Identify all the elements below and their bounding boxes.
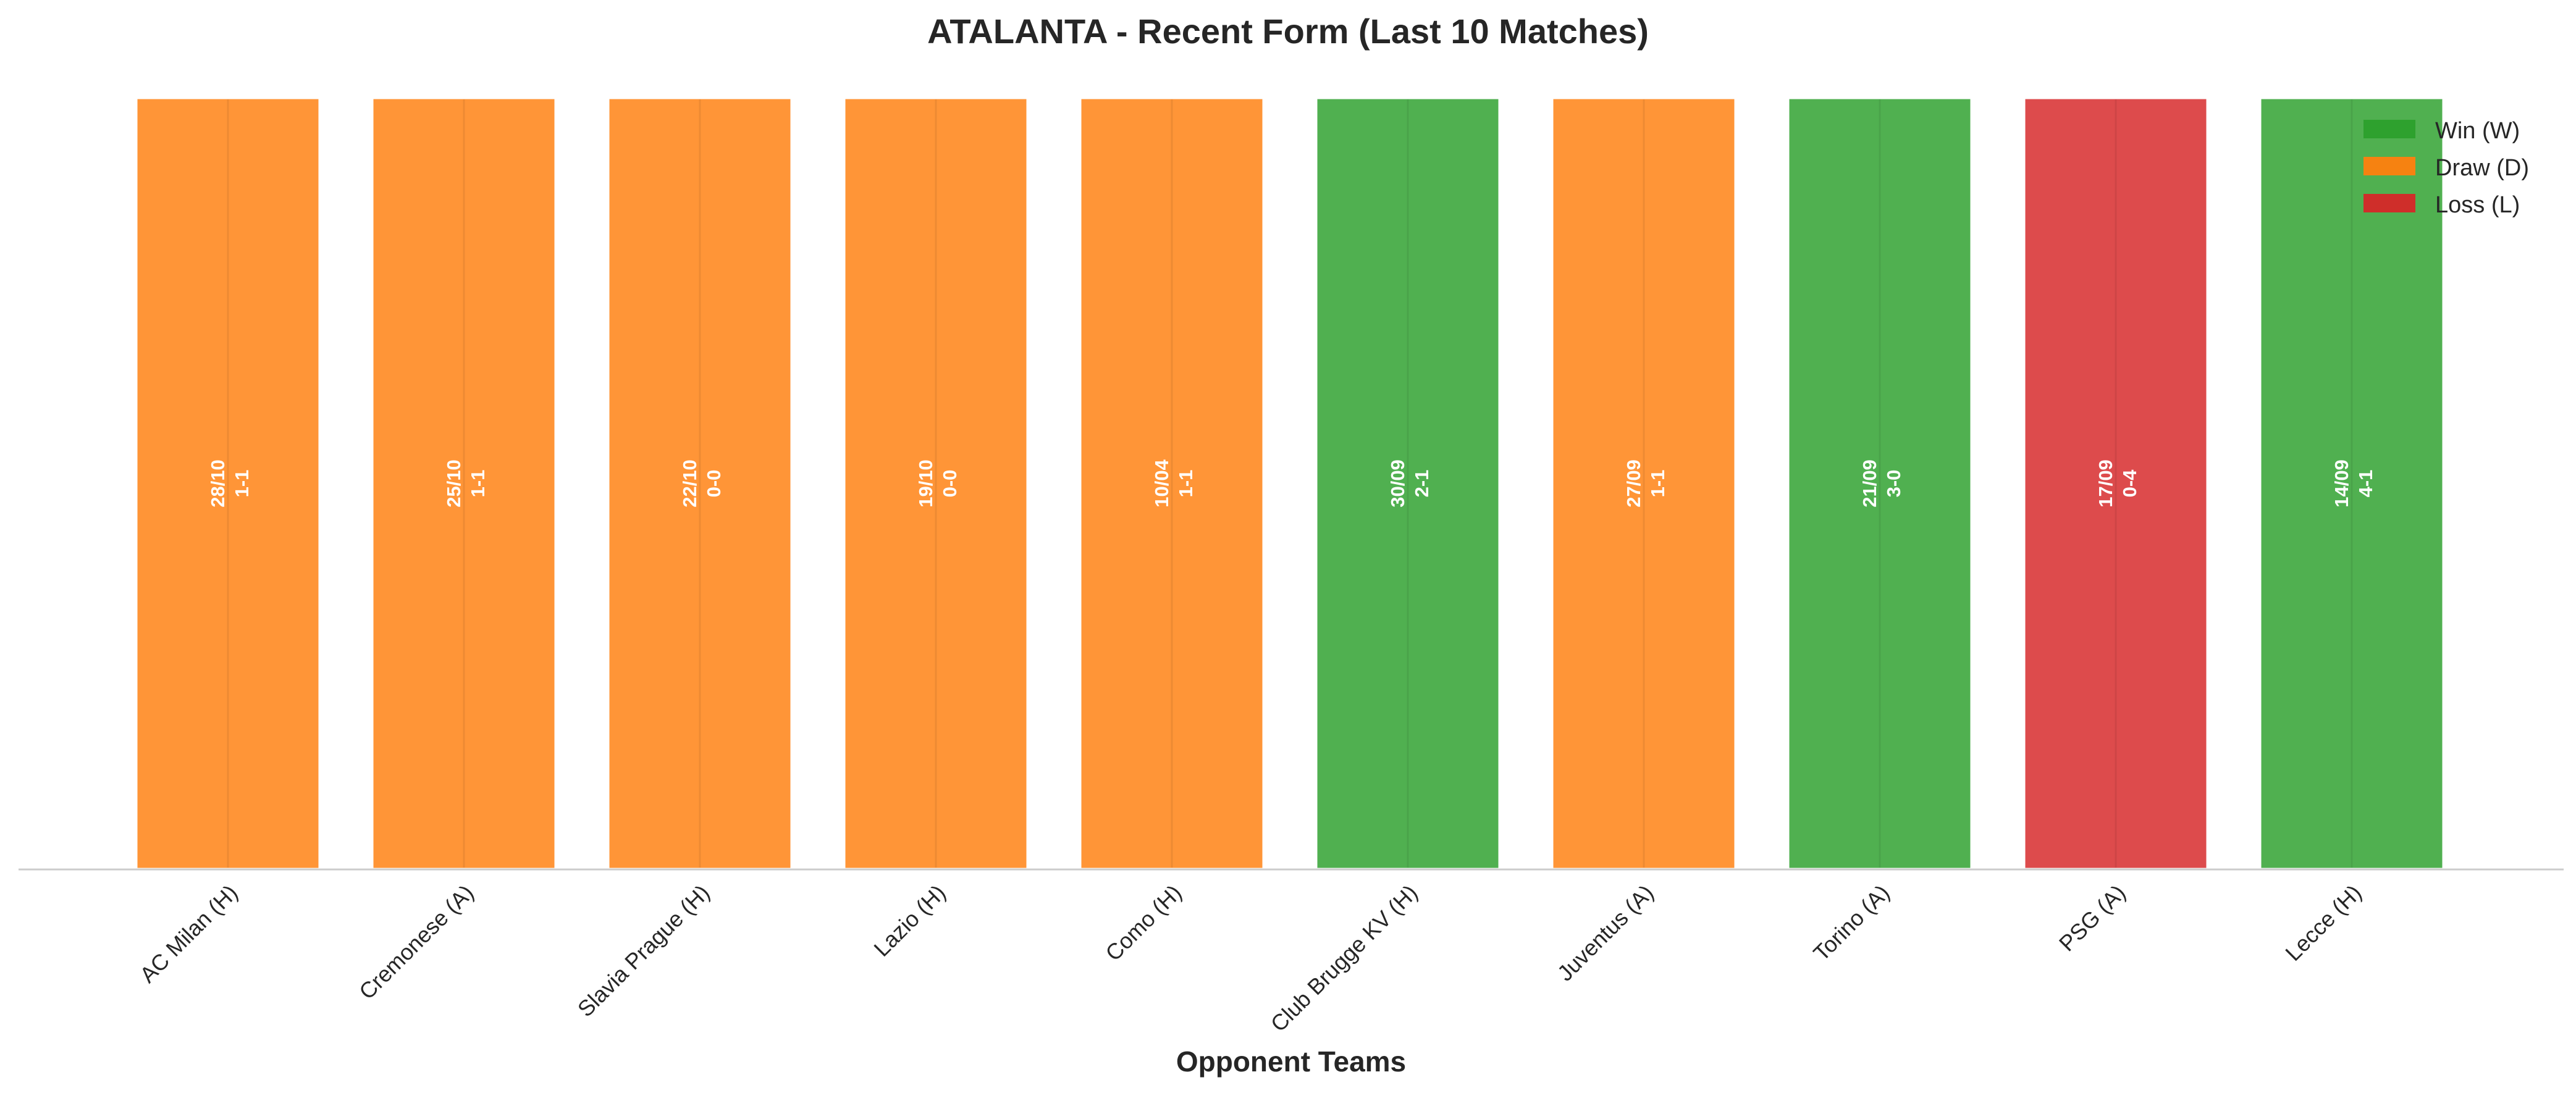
x-tick-label-0: AC Milan (H) [135, 880, 243, 988]
bar-score-1: 1-1 [467, 470, 489, 498]
bar-label-9: 14/09 4-1 [2331, 459, 2376, 508]
bar-score-0: 1-1 [231, 470, 253, 498]
bar-date-1: 25/10 [443, 459, 465, 508]
bar-label-6: 27/09 1-1 [1623, 459, 1669, 508]
bar-6 [1550, 96, 1738, 871]
bar-date-2: 22/10 [679, 459, 701, 508]
bar-0 [134, 96, 322, 871]
bar-5 [1314, 96, 1502, 871]
x-tick-label-9: Lecce (H) [2280, 880, 2366, 966]
bar-2 [606, 96, 794, 871]
bar-9 [2258, 96, 2446, 871]
chart-title: ATALANTA - Recent Form (Last 10 Matches) [927, 12, 1649, 51]
legend-label-w: Win (W) [2435, 118, 2520, 144]
bar-date-7: 21/09 [1859, 459, 1880, 508]
legend: Win (W) Draw (D) Loss (L) [2363, 118, 2529, 218]
bar-score-5: 2-1 [1411, 470, 1433, 498]
bars-layer: 28/10 1-1 25/10 1-1 22/10 0-0 19/10 0-0 10/04 1-1… [134, 96, 2446, 871]
x-tick-label-3: Lazio (H) [869, 880, 950, 961]
bar-score-6: 1-1 [1647, 470, 1669, 498]
bar-date-6: 27/09 [1623, 459, 1644, 508]
bar-score-2: 0-0 [703, 470, 725, 498]
bar-label-2: 22/10 0-0 [679, 459, 725, 508]
bar-date-0: 28/10 [207, 459, 229, 508]
labels-layer: AC Milan (H) Cremonese (A) Slavia Prague (… [135, 880, 2367, 1037]
x-tick-label-8: PSG (A) [2054, 880, 2131, 957]
legend-label-d: Draw (D) [2435, 155, 2529, 181]
x-tick-label-2: Slavia Prague (H) [573, 880, 715, 1022]
x-tick-label-4: Como (H) [1100, 880, 1186, 966]
bar-date-3: 19/10 [915, 459, 937, 508]
bar-label-5: 30/09 2-1 [1387, 459, 1433, 508]
bar-date-9: 14/09 [2331, 459, 2352, 508]
x-tick-label-7: Torino (A) [1808, 880, 1894, 966]
bar-label-4: 10/04 1-1 [1151, 459, 1197, 507]
legend-label-l: Loss (L) [2435, 192, 2520, 218]
bar-score-4: 1-1 [1175, 470, 1197, 498]
bar-label-0: 28/10 1-1 [207, 459, 253, 508]
bar-label-3: 19/10 0-0 [915, 459, 961, 508]
bar-date-4: 10/04 [1151, 459, 1172, 507]
legend-swatch-l [2363, 194, 2415, 212]
bar-3 [842, 96, 1030, 871]
bar-1 [370, 96, 558, 871]
bar-4 [1078, 96, 1266, 871]
bar-label-1: 25/10 1-1 [443, 459, 489, 508]
bar-label-7: 21/09 3-0 [1859, 459, 1905, 508]
bar-date-8: 17/09 [2095, 459, 2116, 508]
bar-score-9: 4-1 [2355, 470, 2376, 498]
bar-label-8: 17/09 0-4 [2095, 459, 2140, 508]
legend-swatch-d [2363, 157, 2415, 175]
bar-date-5: 30/09 [1387, 459, 1408, 508]
legend-swatch-w [2363, 120, 2415, 138]
bar-score-3: 0-0 [939, 470, 961, 498]
bar-score-8: 0-4 [2119, 469, 2140, 498]
x-tick-label-6: Juventus (A) [1552, 880, 1659, 986]
x-tick-label-1: Cremonese (A) [354, 880, 479, 1005]
bar-score-7: 3-0 [1883, 470, 1905, 498]
x-tick-label-5: Club Brugge KV (H) [1266, 880, 1423, 1037]
x-axis-label: Opponent Teams [1176, 1045, 1406, 1078]
